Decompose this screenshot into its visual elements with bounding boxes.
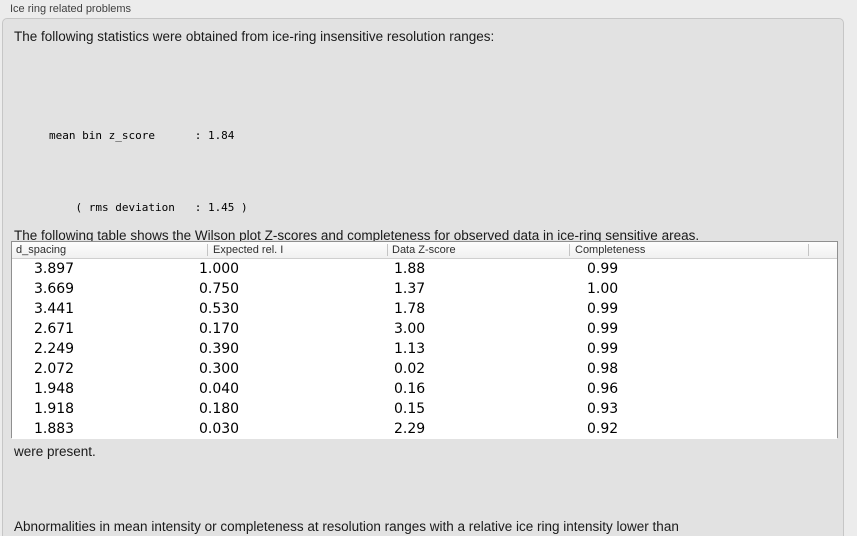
ice-ring-table: d_spacing Expected rel. I Data Z-score C… bbox=[11, 241, 838, 439]
cell-d-spacing: 2.249 bbox=[34, 341, 75, 357]
table-row[interactable]: 3.441 0.530 1.78 0.99 bbox=[12, 299, 837, 319]
cell-expected-rel-i: 0.750 bbox=[199, 281, 240, 297]
table-row[interactable]: 3.897 1.000 1.88 0.99 bbox=[12, 259, 837, 279]
cell-expected-rel-i: 0.040 bbox=[199, 381, 240, 397]
column-separator bbox=[808, 244, 809, 256]
cell-d-spacing: 3.669 bbox=[34, 281, 75, 297]
table-row[interactable]: 2.671 0.170 3.00 0.99 bbox=[12, 319, 837, 339]
cell-d-spacing: 2.072 bbox=[34, 361, 75, 377]
cell-completeness: 0.93 bbox=[587, 401, 619, 417]
cell-d-spacing: 1.883 bbox=[34, 421, 75, 437]
stats-line: mean bin z_score : 1.84 bbox=[49, 129, 235, 142]
panel-title: Ice ring related problems bbox=[10, 3, 132, 15]
cell-data-z-score: 0.02 bbox=[394, 361, 426, 377]
cell-expected-rel-i: 0.170 bbox=[199, 321, 240, 337]
column-header-d-spacing[interactable]: d_spacing bbox=[16, 244, 67, 256]
cell-expected-rel-i: 0.530 bbox=[199, 301, 240, 317]
cell-expected-rel-i: 1.000 bbox=[199, 261, 240, 277]
cell-data-z-score: 0.16 bbox=[394, 381, 426, 397]
description-line: The following table shows the Wilson plo… bbox=[14, 228, 700, 243]
cell-data-z-score: 1.13 bbox=[394, 341, 426, 357]
cell-completeness: 1.00 bbox=[587, 281, 619, 297]
conclusion-text: No ice ring related problems detected. I… bbox=[14, 491, 677, 536]
note-text: Abnormalities in mean intensity or compl… bbox=[14, 446, 679, 536]
table-header: d_spacing Expected rel. I Data Z-score C… bbox=[12, 242, 837, 259]
ice-ring-static-box: The following statistics were obtained f… bbox=[2, 18, 844, 536]
cell-completeness: 0.99 bbox=[587, 321, 619, 337]
cell-expected-rel-i: 0.390 bbox=[199, 341, 240, 357]
note-line: Abnormalities in mean intensity or compl… bbox=[14, 519, 679, 534]
cell-d-spacing: 2.671 bbox=[34, 321, 75, 337]
cell-d-spacing: 3.441 bbox=[34, 301, 75, 317]
table-row[interactable]: 1.948 0.040 0.16 0.96 bbox=[12, 379, 837, 399]
cell-completeness: 0.99 bbox=[587, 341, 619, 357]
cell-completeness: 0.96 bbox=[587, 381, 619, 397]
table-row[interactable]: 2.072 0.300 0.02 0.98 bbox=[12, 359, 837, 379]
cell-completeness: 0.98 bbox=[587, 361, 619, 377]
stats-line: ( rms deviation : 1.45 ) bbox=[49, 201, 248, 214]
column-separator bbox=[207, 244, 208, 256]
table-row[interactable]: 2.249 0.390 1.13 0.99 bbox=[12, 339, 837, 359]
cell-completeness: 0.92 bbox=[587, 421, 619, 437]
cell-expected-rel-i: 0.180 bbox=[199, 401, 240, 417]
column-separator bbox=[387, 244, 388, 256]
cell-d-spacing: 1.918 bbox=[34, 401, 75, 417]
column-header-data-z-score[interactable]: Data Z-score bbox=[392, 244, 456, 256]
cell-completeness: 0.99 bbox=[587, 301, 619, 317]
intro-text: The following statistics were obtained f… bbox=[14, 29, 495, 44]
cell-d-spacing: 1.948 bbox=[34, 381, 75, 397]
table-body: 3.897 1.000 1.88 0.99 3.669 0.750 1.37 1… bbox=[12, 259, 837, 439]
table-row[interactable]: 3.669 0.750 1.37 1.00 bbox=[12, 279, 837, 299]
column-header-completeness[interactable]: Completeness bbox=[575, 244, 646, 256]
table-row[interactable]: 1.883 0.030 2.29 0.92 bbox=[12, 419, 837, 439]
cell-data-z-score: 1.88 bbox=[394, 261, 426, 277]
description-line: were present. bbox=[14, 444, 96, 459]
cell-data-z-score: 1.78 bbox=[394, 301, 426, 317]
cell-data-z-score: 3.00 bbox=[394, 321, 426, 337]
cell-data-z-score: 2.29 bbox=[394, 421, 426, 437]
cell-completeness: 0.99 bbox=[587, 261, 619, 277]
column-header-expected-rel-i[interactable]: Expected rel. I bbox=[213, 244, 284, 256]
cell-d-spacing: 3.897 bbox=[34, 261, 75, 277]
table-row[interactable]: 1.918 0.180 0.15 0.93 bbox=[12, 399, 837, 419]
column-separator bbox=[569, 244, 570, 256]
cell-expected-rel-i: 0.030 bbox=[199, 421, 240, 437]
cell-expected-rel-i: 0.300 bbox=[199, 361, 240, 377]
cell-data-z-score: 0.15 bbox=[394, 401, 426, 417]
cell-data-z-score: 1.37 bbox=[394, 281, 426, 297]
